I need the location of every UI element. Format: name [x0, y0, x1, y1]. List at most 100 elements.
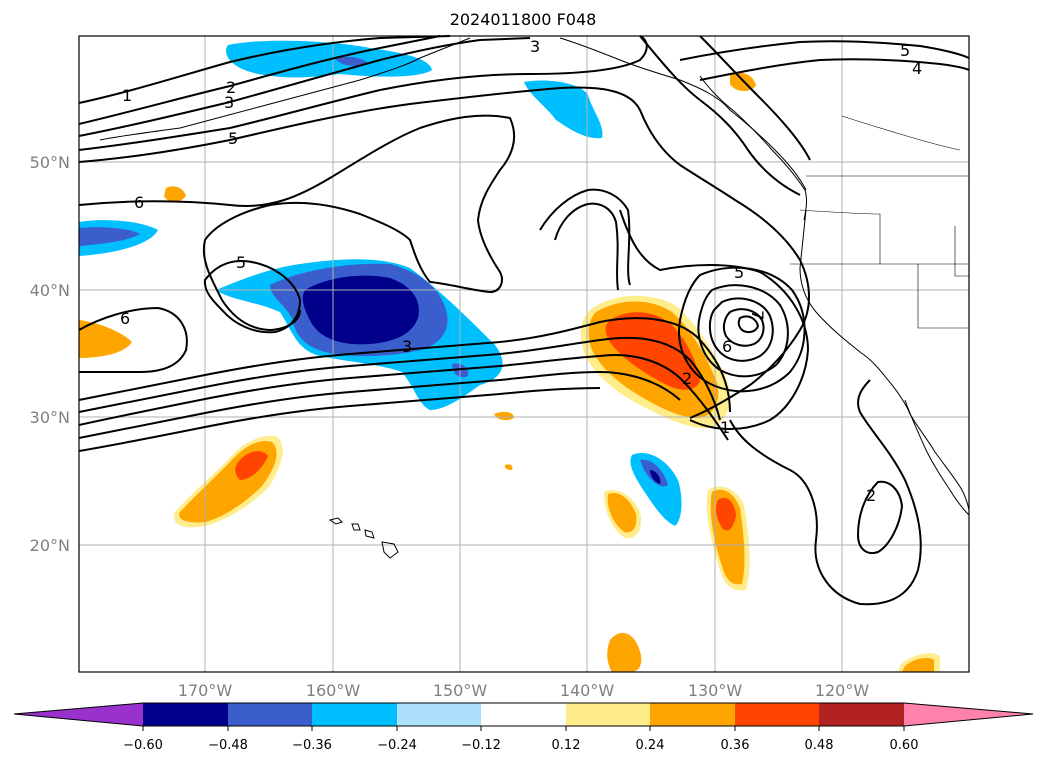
- pos-area-south-1-mid: [607, 492, 637, 533]
- neg-area-north-pacific-core: [335, 56, 368, 66]
- colorbar-bin: [312, 703, 397, 726]
- contour-5-west: [203, 260, 302, 334]
- colorbar-bin: [481, 703, 566, 726]
- contour-low-1: [678, 266, 806, 393]
- contour-label: 5: [734, 263, 744, 282]
- contour-label: 2: [226, 78, 236, 97]
- pos-area-small-1: [164, 186, 186, 202]
- contour-5: [78, 86, 810, 419]
- contour-label: 3: [402, 337, 412, 356]
- contours: [78, 35, 970, 606]
- contour-south-loop: [729, 379, 922, 606]
- neg-area-main-core: [302, 275, 419, 345]
- lon-labels: 170°W 160°W 150°W 140°W 130°W 120°W: [178, 681, 870, 700]
- coastline-baja: [904, 399, 970, 516]
- contour-6: [78, 114, 516, 332]
- colorbar-tick-label: 0.48: [805, 738, 834, 753]
- coastline-alaska-south: [559, 37, 807, 191]
- map-title: 2024011800 F048: [450, 10, 597, 29]
- colorbar: −0.60 −0.48 −0.36 −0.24 −0.12 0.12 0.24 …: [13, 702, 1034, 753]
- contour-north-1: [639, 35, 801, 196]
- coastline-alaska-aleutians: [99, 37, 471, 141]
- contour-label: 2: [682, 369, 692, 388]
- pos-area-south-3: [607, 632, 642, 672]
- lat-labels: 50°N 40°N 30°N 20°N: [30, 153, 70, 555]
- shaded-fields: [79, 40, 940, 672]
- coastlines: [99, 37, 970, 559]
- contour-labels: 1 2 3 5 6 5 3 6 5 6 2 1 3 5 4 2 7: [120, 37, 922, 505]
- colorbar-tick-labels: −0.60 −0.48 −0.36 −0.24 −0.12 0.12 0.24 …: [123, 738, 918, 753]
- colorbar-bin: [228, 703, 312, 726]
- contour-label: 6: [134, 193, 144, 212]
- colorbar-tick-label: 0.12: [552, 738, 581, 753]
- contour-label: 4: [912, 59, 922, 78]
- contour-ridge-1: [539, 188, 631, 286]
- lon-label: 130°W: [688, 681, 743, 700]
- contour-3: [78, 37, 531, 137]
- colorbar-tick-label: −0.60: [123, 738, 163, 753]
- colorbar-tick-label: −0.36: [292, 738, 332, 753]
- colorbar-tick-label: 0.24: [636, 738, 665, 753]
- colorbar-under-arrow: [14, 703, 143, 726]
- pos-area-tiny-1: [494, 411, 514, 421]
- colorbar-tick-label: −0.12: [461, 738, 501, 753]
- contour-label: 5: [900, 41, 910, 60]
- coastline-us-west: [799, 209, 970, 511]
- lat-label: 40°N: [30, 281, 70, 300]
- lat-label: 20°N: [30, 536, 70, 555]
- contour-2-small: [856, 480, 904, 554]
- colorbar-bin: [397, 703, 481, 726]
- map-frame: [78, 35, 970, 673]
- contour-label: 2: [866, 486, 876, 505]
- colorbar-tick-label: 0.36: [721, 738, 750, 753]
- contour-label: 1: [720, 418, 730, 437]
- contour-jet-5: [78, 387, 601, 452]
- neg-area-west-edge-core: [79, 227, 140, 246]
- contour-6-west: [78, 306, 188, 373]
- lon-label: 160°W: [306, 681, 361, 700]
- contour-1: [78, 35, 451, 104]
- contour-5-ne: [679, 40, 970, 61]
- contour-label: 5: [228, 129, 238, 148]
- contour-label: 1: [122, 86, 132, 105]
- pos-area-south-2-core: [715, 497, 736, 531]
- contour-jet-1: [78, 317, 731, 413]
- contour-jet-3: [78, 354, 729, 441]
- contour-label: 3: [224, 93, 234, 112]
- colorbar-tick-label: −0.24: [377, 738, 417, 753]
- coastline-bc: [699, 75, 808, 221]
- pos-area-main-core: [605, 312, 700, 390]
- colorbar-bin: [650, 703, 735, 726]
- contour-low-outer: [619, 209, 810, 430]
- colorbar-bin: [819, 703, 904, 726]
- lon-label: 150°W: [433, 681, 488, 700]
- lon-label: 170°W: [178, 681, 233, 700]
- contour-ridge-2: [554, 202, 619, 291]
- contour-low-2: [697, 284, 789, 378]
- pos-area-se-corner-mid: [902, 658, 934, 672]
- contour-low-4: [722, 308, 765, 347]
- colorbar-ticks: [142, 726, 905, 731]
- contour-2: [78, 35, 441, 125]
- contour-low-3: [708, 297, 774, 362]
- lat-label: 30°N: [30, 408, 70, 427]
- contour-label: 7: [748, 310, 767, 320]
- hawaii-islands: [328, 517, 399, 559]
- colorbar-bin: [143, 703, 228, 726]
- border-states-2: [790, 226, 969, 329]
- colorbar-over-arrow: [904, 703, 1033, 726]
- contour-jet-2: [78, 336, 721, 421]
- gridlines: [79, 36, 969, 672]
- contour-label: 3: [530, 37, 540, 56]
- lon-label: 120°W: [815, 681, 870, 700]
- contour-label: 6: [722, 337, 732, 356]
- colorbar-bin: [566, 703, 650, 726]
- contour-low-5: [737, 315, 760, 334]
- contour-4: [78, 35, 648, 151]
- pos-area-west: [79, 320, 132, 358]
- contour-jet-4: [78, 370, 681, 439]
- map-background: [79, 36, 969, 672]
- map-panel: 1 2 3 5 6 5 3 6 5 6 2 1 3 5 4 2 7: [78, 35, 970, 673]
- border-states-1: [799, 209, 969, 265]
